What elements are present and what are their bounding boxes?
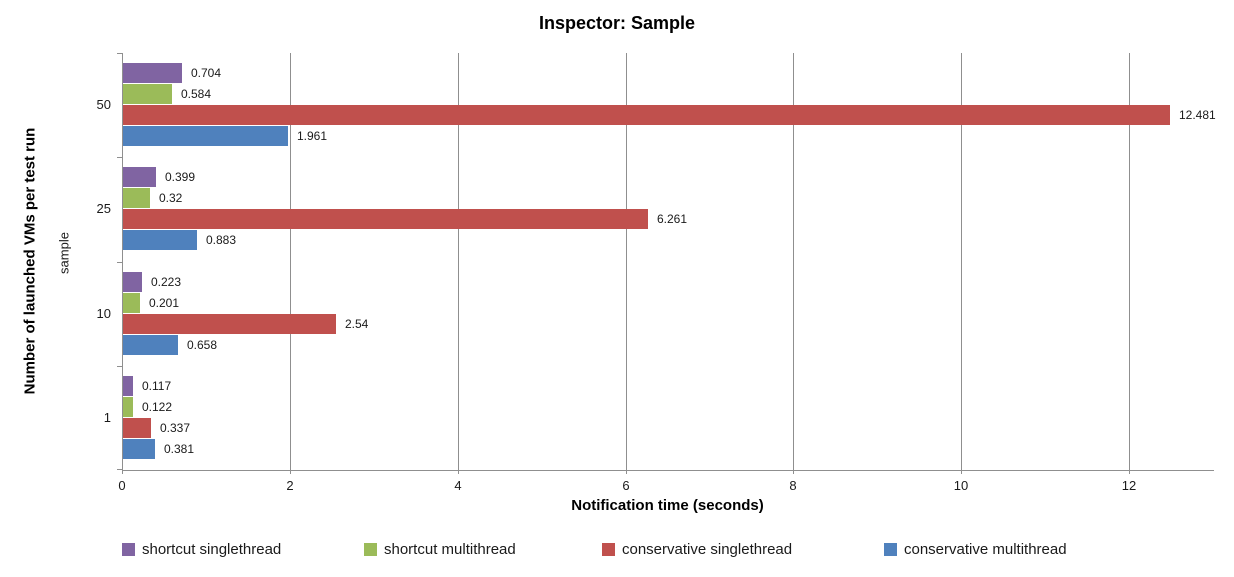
x-tick-mark (1129, 470, 1130, 474)
y-tick-mark (117, 366, 122, 367)
bar-conservative-singlethread (123, 105, 1170, 125)
x-tick-mark (961, 470, 962, 474)
x-tick-label: 8 (789, 478, 797, 493)
category-label: 10 (96, 306, 111, 321)
gridline (290, 53, 291, 470)
bar-value-label: 1.961 (297, 129, 328, 143)
legend-label: shortcut multithread (384, 540, 516, 558)
bar-conservative-singlethread (123, 209, 648, 229)
x-tick-mark (290, 470, 291, 474)
bar-value-label: 2.54 (345, 317, 369, 331)
y-tick-mark (117, 262, 122, 263)
x-tick-label: 2 (286, 478, 294, 493)
gridline (961, 53, 962, 470)
bar-shortcut-singlethread (123, 376, 133, 396)
legend-item: conservative singlethread (602, 539, 792, 559)
gridline (458, 53, 459, 470)
bar-shortcut-multithread (123, 397, 133, 417)
y-tick-mark (117, 157, 122, 158)
y-tick-mark (117, 53, 122, 54)
plot-area: 0 2 4 6 8 10 12 50 0.704 0.584 12.481 1.961 25 0.399 0… (97, 53, 1216, 493)
gridline (1129, 53, 1130, 470)
bar-shortcut-singlethread (123, 272, 142, 292)
x-tick-mark (458, 470, 459, 474)
legend-item: shortcut singlethread (122, 539, 281, 559)
bar-shortcut-singlethread (123, 63, 182, 83)
x-tick-label: 4 (454, 478, 462, 493)
legend-swatch-icon (602, 542, 615, 556)
bar-value-label: 0.704 (191, 66, 222, 80)
bar-shortcut-multithread (123, 188, 150, 208)
bar-value-label: 0.337 (160, 421, 191, 435)
legend-label: conservative singlethread (622, 540, 793, 558)
y-axis-title: Number of launched VMs per test run (21, 127, 39, 395)
gridline (793, 53, 794, 470)
legend-swatch-icon (884, 542, 897, 556)
bar-conservative-singlethread (123, 314, 336, 334)
bar-shortcut-singlethread (123, 167, 156, 187)
y-axis-subtitle: sample (56, 232, 72, 274)
legend-label: shortcut singlethread (142, 540, 282, 558)
bar-conservative-multithread (123, 126, 288, 146)
x-tick-mark (122, 470, 123, 474)
bar-value-label: 0.201 (149, 296, 180, 310)
bar-conservative-multithread (123, 230, 197, 250)
bar-value-label: 12.481 (1179, 108, 1216, 122)
bar-value-label: 0.122 (142, 400, 173, 414)
bar-value-label: 0.117 (142, 379, 172, 393)
legend-swatch-icon (122, 542, 135, 556)
bar-value-label: 0.32 (159, 191, 183, 205)
x-tick-mark (626, 470, 627, 474)
legend-item: conservative multithread (884, 539, 1067, 559)
bar-value-label: 0.381 (164, 442, 195, 456)
x-tick-label: 12 (1121, 478, 1137, 493)
legend: shortcut singlethread shortcut multithrea… (120, 539, 1220, 561)
bar-shortcut-multithread (123, 293, 140, 313)
bar-shortcut-multithread (123, 84, 172, 104)
chart-title: Inspector: Sample (538, 13, 696, 33)
category-label: 25 (96, 201, 111, 216)
y-tick-mark (117, 469, 122, 470)
bar-value-label: 0.223 (151, 275, 182, 289)
category-label: 50 (96, 97, 111, 112)
x-tick-label: 6 (622, 478, 630, 493)
bar-value-label: 0.584 (181, 87, 212, 101)
legend-swatch-icon (364, 542, 377, 556)
bar-conservative-singlethread (123, 418, 151, 438)
x-tick-label: 0 (118, 478, 126, 493)
bar-value-label: 0.883 (206, 233, 237, 247)
category-label: 1 (103, 410, 111, 425)
bar-value-label: 6.261 (657, 212, 688, 226)
x-axis-title: Notification time (seconds) (571, 497, 764, 514)
legend-label: conservative multithread (904, 540, 1067, 558)
x-tick-label: 10 (953, 478, 969, 493)
legend-item: shortcut multithread (364, 539, 516, 559)
gridline (626, 53, 627, 470)
bar-value-label: 0.399 (165, 170, 196, 184)
x-tick-mark (793, 470, 794, 474)
bar-conservative-multithread (123, 439, 155, 459)
bar-value-label: 0.658 (187, 338, 218, 352)
bar-conservative-multithread (123, 335, 178, 355)
